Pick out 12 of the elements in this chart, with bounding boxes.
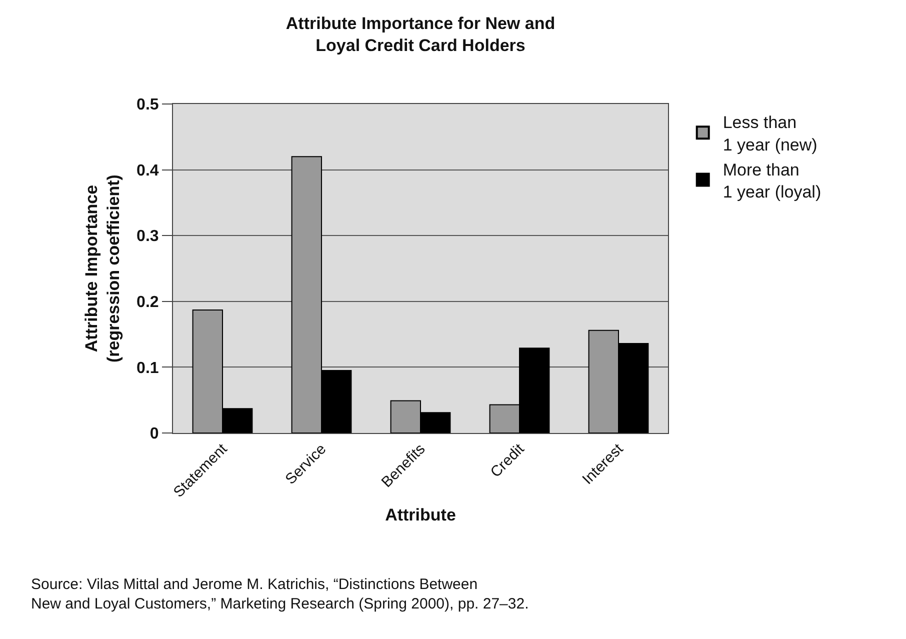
chart-title: Attribute Importance for New and Loyal Credit Card Holders [286,14,556,55]
y-tick-label: 0.2 [136,294,159,311]
y-tick-label: 0.3 [136,228,159,246]
y-axis-title: Attribute Importance (regression coefficient) [82,174,124,362]
y-tick-label: 0.5 [136,96,159,114]
source-note: Source: Vilas Mittal and Jerome M. Katrichis, “Distinctions Between New and Loyal Customers,” Marketing Research (Spring 2000), pp. 27–32. [31,576,529,612]
y-tick-label: 0.1 [136,360,159,377]
legend-label: Less than 1 year (new) [722,113,818,154]
y-tick-label: 0.4 [136,162,159,180]
y-tick-label: 0 [150,426,159,443]
legend-label: More than 1 year (loyal) [722,160,822,202]
x-axis-title: Attribute [385,505,456,524]
